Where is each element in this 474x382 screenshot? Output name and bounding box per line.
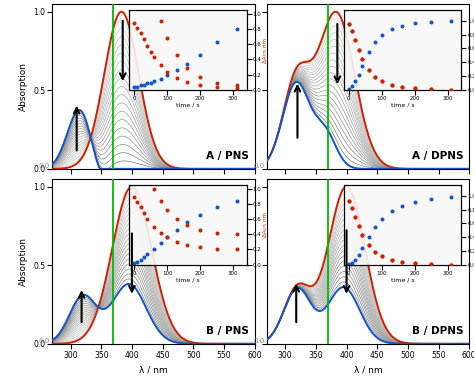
Point xyxy=(150,224,158,230)
Text: 0.0: 0.0 xyxy=(254,163,265,169)
Point xyxy=(398,259,405,265)
Point xyxy=(213,246,220,252)
Point xyxy=(348,205,356,211)
Point xyxy=(164,235,171,241)
Y-axis label: ΔA₃₇₅ nm: ΔA₃₇₅ nm xyxy=(263,212,268,238)
Text: A / DPNS: A / DPNS xyxy=(412,151,463,160)
Point xyxy=(183,242,191,248)
Text: 0.0: 0.0 xyxy=(254,338,265,344)
Point xyxy=(388,82,395,88)
Point xyxy=(150,54,158,60)
Point xyxy=(411,260,419,266)
Point xyxy=(398,84,405,90)
Point xyxy=(134,25,141,31)
Point xyxy=(173,74,181,81)
Point xyxy=(365,242,372,248)
X-axis label: λ / nm: λ / nm xyxy=(354,365,383,374)
Point xyxy=(233,85,240,91)
Point xyxy=(130,194,138,200)
Point xyxy=(411,85,419,91)
Y-axis label: ΔA₃₇₅ nm: ΔA₃₇₅ nm xyxy=(263,37,268,63)
Point xyxy=(147,49,155,55)
Point xyxy=(140,36,148,42)
Point xyxy=(365,67,372,73)
Point xyxy=(140,210,148,216)
Text: B / DPNS: B / DPNS xyxy=(412,325,463,335)
Point xyxy=(130,20,138,26)
Text: 0.0: 0.0 xyxy=(39,338,50,344)
Point xyxy=(428,261,435,267)
Point xyxy=(371,249,379,255)
Point xyxy=(428,86,435,92)
Point xyxy=(355,223,363,229)
Point xyxy=(196,244,204,250)
Point xyxy=(345,21,353,28)
Point xyxy=(388,257,395,263)
Point xyxy=(447,87,455,93)
Point xyxy=(352,37,359,43)
Text: B / PNS: B / PNS xyxy=(206,325,248,335)
Point xyxy=(355,47,363,53)
Point xyxy=(378,78,385,84)
Point xyxy=(144,43,151,49)
Point xyxy=(173,239,181,245)
Point xyxy=(352,214,359,220)
Point xyxy=(358,232,366,238)
Point xyxy=(213,84,220,91)
Text: A / PNS: A / PNS xyxy=(206,151,248,160)
Point xyxy=(144,216,151,222)
Point xyxy=(447,262,455,268)
Point xyxy=(157,230,164,236)
Point xyxy=(196,82,204,88)
Point xyxy=(371,74,379,80)
X-axis label: λ / nm: λ / nm xyxy=(139,365,168,374)
Y-axis label: Absorption: Absorption xyxy=(18,62,27,111)
Point xyxy=(137,204,145,210)
Point xyxy=(378,253,385,259)
Point xyxy=(348,28,356,34)
Y-axis label: Absorption: Absorption xyxy=(18,237,27,286)
Point xyxy=(164,68,171,74)
Text: 0.0: 0.0 xyxy=(39,163,50,169)
Point xyxy=(137,30,145,36)
Point xyxy=(358,57,366,63)
Point xyxy=(183,79,191,85)
Point xyxy=(157,62,164,68)
Point xyxy=(233,246,240,253)
Point xyxy=(345,198,353,204)
Point xyxy=(134,199,141,205)
